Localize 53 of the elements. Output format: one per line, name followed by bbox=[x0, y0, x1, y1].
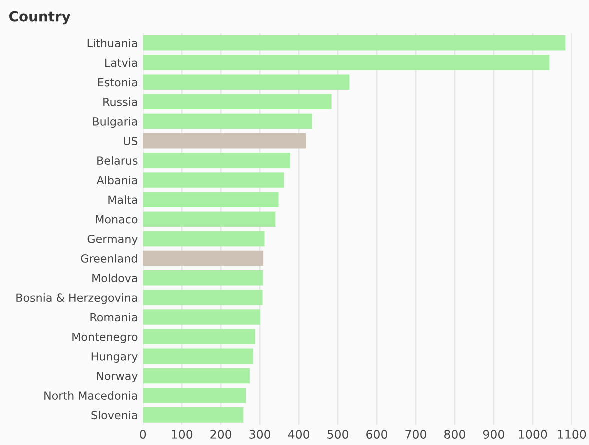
bar bbox=[143, 133, 306, 149]
x-tick-label: 700 bbox=[406, 430, 426, 439]
x-tick-label: 100 bbox=[172, 430, 193, 439]
y-tick-label: Norway bbox=[97, 372, 138, 383]
y-tick-label: Hungary bbox=[92, 352, 138, 363]
y-tick-label: Montenegro bbox=[72, 332, 138, 344]
y-tick-label: US bbox=[124, 137, 138, 146]
bar bbox=[143, 290, 263, 306]
x-tick-label: 600 bbox=[366, 430, 388, 439]
bar bbox=[143, 172, 284, 188]
y-tick-label: Monaco bbox=[96, 216, 138, 224]
bar bbox=[143, 348, 254, 364]
y-tick-label: Estonia bbox=[98, 78, 138, 87]
bar bbox=[143, 388, 246, 404]
x-tick-label: 900 bbox=[483, 430, 504, 439]
x-tick-label: 300 bbox=[250, 430, 271, 439]
y-tick-label: Bulgaria bbox=[93, 117, 138, 128]
y-axis-title: Country bbox=[10, 11, 71, 25]
bar bbox=[143, 153, 290, 168]
bar bbox=[143, 55, 550, 70]
bar bbox=[143, 114, 312, 130]
x-tick-label: 0 bbox=[140, 430, 146, 439]
x-tick-label: 1000 bbox=[519, 430, 548, 439]
x-tick-label: 800 bbox=[444, 430, 466, 439]
y-tick-label: Moldova bbox=[92, 274, 138, 283]
y-tick-label: North Macedonia bbox=[44, 391, 138, 400]
y-tick-label: Lithuania bbox=[88, 38, 138, 48]
y-tick-label: Latvia bbox=[106, 58, 138, 68]
x-tick-label: 200 bbox=[210, 430, 232, 439]
y-tick-label: Romania bbox=[90, 313, 138, 322]
y-tick-label: Bosnia & Herzegovina bbox=[16, 293, 138, 304]
bar bbox=[143, 250, 264, 266]
bar bbox=[143, 310, 260, 325]
bar bbox=[143, 408, 244, 423]
bar bbox=[143, 368, 250, 384]
bar bbox=[143, 94, 332, 110]
bar bbox=[143, 36, 566, 51]
x-tick-label: 500 bbox=[328, 430, 349, 439]
x-tick-label: 1100 bbox=[558, 430, 586, 439]
bar bbox=[143, 270, 264, 286]
bar bbox=[143, 74, 350, 90]
y-tick-label: Malta bbox=[108, 196, 138, 204]
bar bbox=[143, 212, 276, 228]
y-tick-label: Albania bbox=[96, 176, 138, 185]
y-tick-label: Slovenia bbox=[92, 410, 138, 420]
bar bbox=[143, 192, 279, 208]
bar bbox=[143, 231, 265, 247]
y-tick-label: Greenland bbox=[81, 254, 138, 263]
x-tick-label: 400 bbox=[288, 430, 310, 439]
bar bbox=[143, 329, 256, 344]
y-tick-label: Belarus bbox=[98, 156, 138, 166]
y-tick-label: Germany bbox=[88, 234, 138, 246]
y-tick-label: Russia bbox=[104, 98, 138, 106]
